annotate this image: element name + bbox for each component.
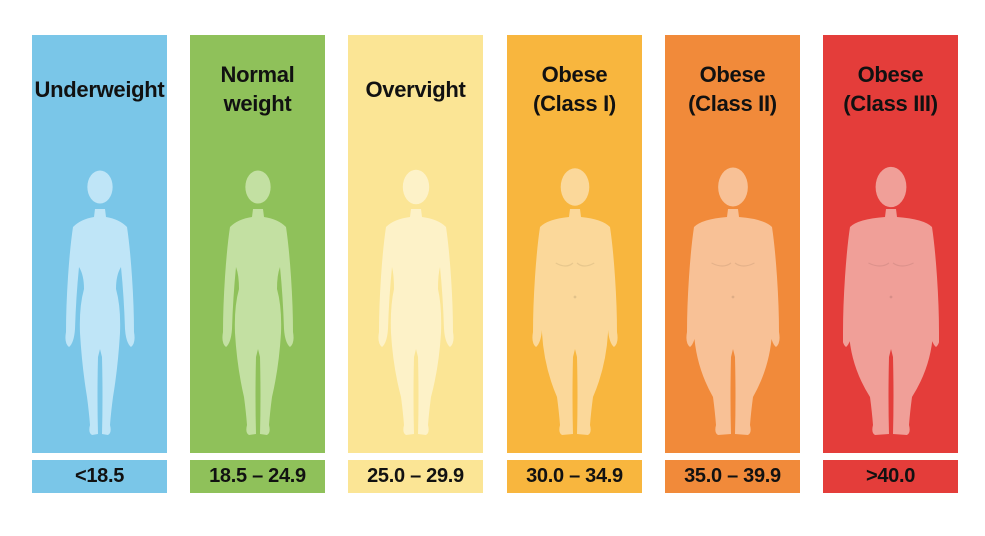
category-title: Obese (Class III) — [823, 49, 958, 129]
category-title-line: Underweight — [34, 76, 165, 102]
category-title-line: Obese — [541, 62, 608, 87]
body-silhouette-icon — [52, 157, 148, 437]
bmi-range-label-normal-weight: 18.5 – 24.9 — [190, 460, 325, 493]
category-title: Underweight — [32, 49, 167, 129]
category-card-obese-class-1: Obese (Class I) — [507, 35, 642, 453]
bmi-range-label-obese-class-3: >40.0 — [823, 460, 958, 493]
category-title-line: Overvight — [365, 76, 466, 102]
category-title: Normal weight — [190, 49, 325, 129]
category-title: Overvight — [348, 49, 483, 129]
body-silhouette-icon — [685, 157, 781, 437]
bmi-range-label-overweight: 25.0 – 29.9 — [348, 460, 483, 493]
body-silhouette-icon — [527, 157, 623, 437]
body-silhouette-icon — [841, 157, 940, 437]
category-title-line: Obese — [699, 62, 766, 87]
bmi-range-label-obese-class-2: 35.0 – 39.9 — [665, 460, 800, 493]
category-card-normal-weight: Normal weight — [190, 35, 325, 453]
bmi-range-label-obese-class-1: 30.0 – 34.9 — [507, 460, 642, 493]
category-card-underweight: Underweight — [32, 35, 167, 453]
body-silhouette-icon — [368, 157, 464, 437]
category-card-obese-class-2: Obese (Class II) — [665, 35, 800, 453]
category-card-obese-class-3: Obese (Class III) — [823, 35, 958, 453]
category-title-line: weight — [223, 91, 292, 116]
category-title-line: Obese — [857, 62, 924, 87]
category-title-line: (Class I) — [533, 91, 616, 116]
category-title-line: Normal — [220, 62, 295, 87]
category-title-line: (Class III) — [843, 91, 938, 116]
category-title-line: (Class II) — [688, 91, 777, 116]
bmi-range-label-underweight: <18.5 — [32, 460, 167, 493]
category-title: Obese (Class I) — [507, 49, 642, 129]
category-card-overweight: Overvight — [348, 35, 483, 453]
category-title: Obese (Class II) — [665, 49, 800, 129]
body-silhouette-icon — [210, 157, 306, 437]
